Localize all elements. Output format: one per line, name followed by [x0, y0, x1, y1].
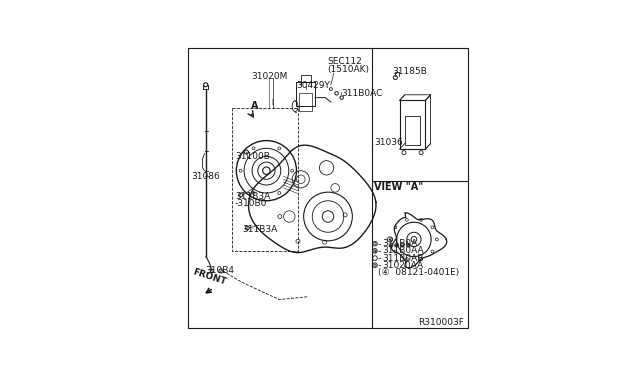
- Text: 31020AA: 31020AA: [382, 261, 423, 270]
- Text: 311B3A: 311B3A: [235, 192, 270, 201]
- Bar: [399, 100, 426, 149]
- Text: 311B3A: 311B3A: [242, 225, 277, 234]
- Text: R310003F: R310003F: [418, 318, 464, 327]
- Text: 30429Y: 30429Y: [296, 81, 330, 90]
- Text: 31086: 31086: [191, 172, 220, 181]
- Text: 311B0AB: 311B0AB: [382, 254, 423, 263]
- Bar: [296, 82, 315, 106]
- Text: SEC112: SEC112: [328, 57, 362, 66]
- Text: FRONT: FRONT: [191, 267, 227, 287]
- Text: 31020M: 31020M: [251, 72, 287, 81]
- Text: (1510AK): (1510AK): [327, 65, 369, 74]
- Text: 31036: 31036: [374, 138, 403, 147]
- Bar: [301, 75, 311, 82]
- Text: 31185B: 31185B: [392, 67, 427, 76]
- Text: 311B0AC: 311B0AC: [341, 89, 382, 99]
- Text: A: A: [252, 101, 259, 111]
- Bar: [300, 93, 312, 110]
- Text: 31100B: 31100B: [235, 152, 270, 161]
- Text: 310B4: 310B4: [205, 266, 234, 275]
- Bar: [404, 116, 420, 145]
- Text: VIEW "A": VIEW "A": [374, 182, 423, 192]
- Text: 311B0A: 311B0A: [382, 239, 417, 248]
- Text: -310B0: -310B0: [235, 199, 268, 208]
- Text: 311B0AA: 311B0AA: [382, 246, 424, 255]
- Text: (④  08121-0401E): (④ 08121-0401E): [378, 268, 460, 277]
